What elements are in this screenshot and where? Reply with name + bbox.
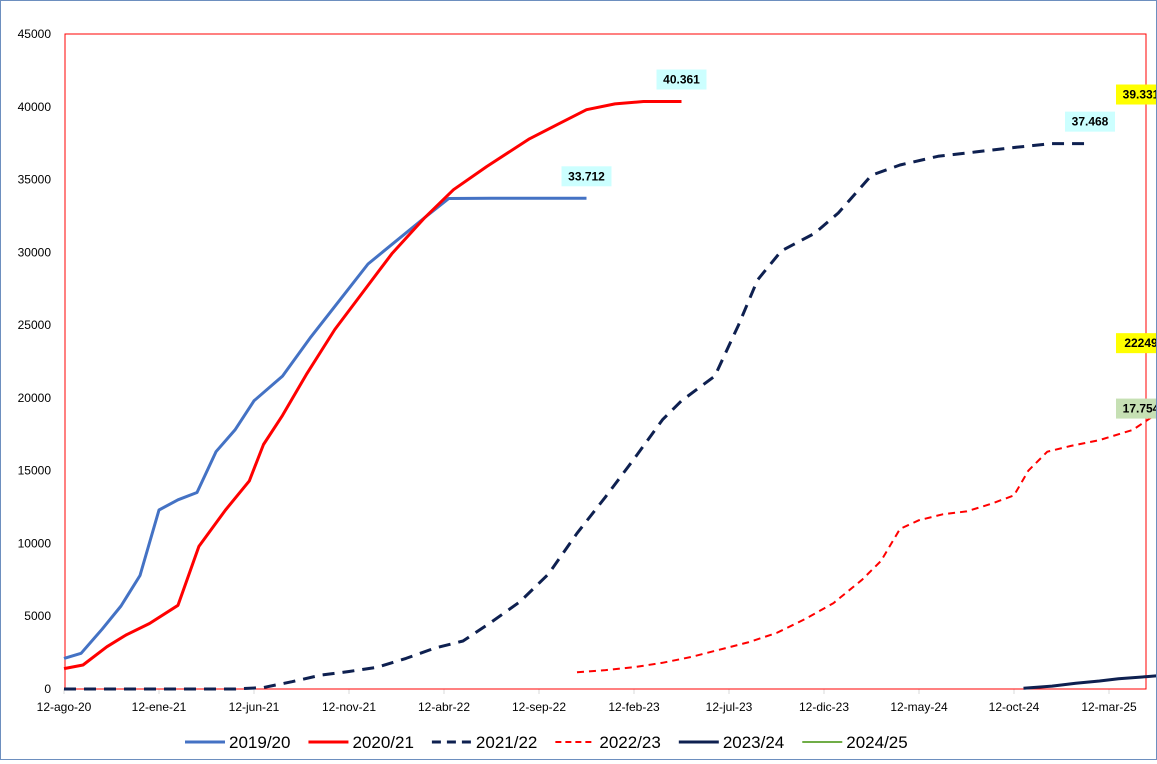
legend-label: 2020/21	[352, 733, 413, 752]
data-label-background	[656, 69, 707, 90]
data-label-2024-25: 17.754	[1116, 398, 1157, 419]
series-line-2022-23	[576, 412, 1157, 674]
x-tick-label: 12-mar-25	[1081, 700, 1137, 714]
legend-item-2022-23: 2022/23	[555, 733, 661, 752]
data-label-text: 40.361	[663, 73, 700, 87]
y-tick-label: 40000	[18, 100, 52, 114]
y-tick-label: 25000	[18, 318, 52, 332]
x-tick-label: 12-abr-22	[418, 700, 470, 714]
data-label-text: 37.468	[1072, 115, 1109, 129]
legend-item-2021-22: 2021/22	[431, 733, 537, 752]
data-label-background	[561, 166, 612, 187]
data-label-2020-21: 40.361	[656, 69, 707, 90]
data-labels: 33.712 40.361 37.468 22249 39.331 17.754	[561, 69, 1157, 419]
legend-label: 2023/24	[723, 733, 784, 752]
series-line-2020-21	[63, 100, 682, 671]
data-label-background	[1065, 111, 1115, 132]
legend-label: 2024/25	[846, 733, 907, 752]
data-label-2021-22: 37.468	[1065, 111, 1115, 132]
legend-label: 2021/22	[476, 733, 537, 752]
axes: 0 5000 10000 15000 20000 25000 30000 35000 40000…	[18, 27, 1147, 714]
y-tick-label: 20000	[18, 391, 52, 405]
plot-area-border	[64, 33, 1147, 690]
data-label-2022-23: 22249	[1116, 333, 1157, 354]
data-label-background	[1116, 84, 1157, 105]
y-tick-label: 45000	[18, 27, 52, 41]
x-tick-label: 12-sep-22	[512, 700, 566, 714]
x-tick-label: 12-dic-23	[799, 700, 849, 714]
data-label-background	[1116, 333, 1157, 354]
data-label-background	[1116, 398, 1157, 419]
series-line-2019-20	[63, 196, 587, 660]
data-label-text: 33.712	[568, 169, 605, 183]
x-tick-label: 12-may-24	[890, 700, 948, 714]
data-label-2019-20: 33.712	[561, 166, 612, 187]
legend-item-2023-24: 2023/24	[678, 733, 784, 752]
y-tick-label: 0	[44, 682, 51, 696]
legend: 2019/20 2020/21 2021/22 2022/23 2023/24 2024/…	[185, 733, 908, 752]
series-lines	[63, 100, 1157, 691]
x-tick-label: 12-jun-21	[229, 700, 280, 714]
data-label-text: 22249	[1124, 336, 1156, 350]
legend-item-2024-25: 2024/25	[802, 733, 908, 752]
x-tick-label: 12-oct-24	[989, 700, 1040, 714]
data-label-text: 39.331	[1123, 88, 1156, 102]
y-tick-label: 5000	[24, 609, 51, 623]
legend-label: 2022/23	[599, 733, 660, 752]
data-label-2023-24: 39.331	[1116, 84, 1157, 105]
y-tick-label: 15000	[18, 464, 52, 478]
x-tick-label: 12-jul-23	[706, 700, 753, 714]
series-line-2021-22	[64, 142, 1090, 691]
y-tick-label: 10000	[18, 536, 52, 550]
y-tick-label: 35000	[18, 173, 52, 187]
y-tick-label: 30000	[18, 245, 52, 259]
x-tick-label: 12-feb-23	[608, 700, 660, 714]
x-tick-label: 12-nov-21	[322, 700, 376, 714]
legend-item-2020-21: 2020/21	[308, 733, 414, 752]
x-tick-label: 12-ene-21	[132, 700, 187, 714]
data-label-text: 17.754	[1123, 402, 1156, 416]
legend-item-2019-20: 2019/20	[185, 733, 290, 752]
legend-label: 2019/20	[229, 733, 290, 752]
x-tick-label: 12-ago-20	[37, 700, 92, 714]
